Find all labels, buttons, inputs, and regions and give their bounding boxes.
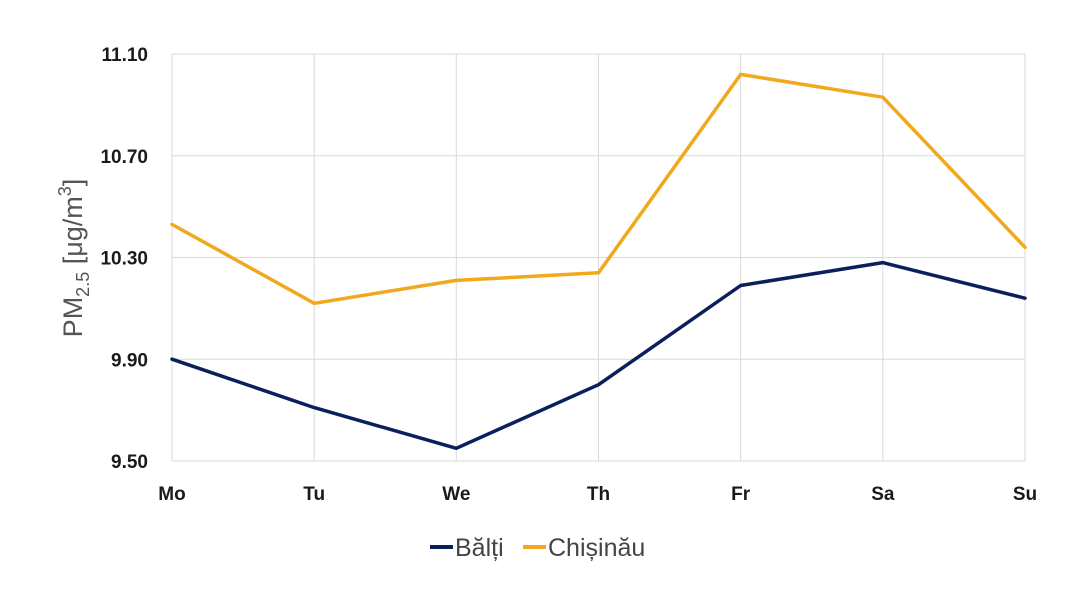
x-axis-ticks: Mo Tu We Th Fr Sa Su (158, 484, 1037, 505)
x-tick-label: Tu (303, 484, 325, 505)
x-tick-label: Fr (731, 484, 751, 505)
y-axis-label: PM2.5 [μg/m3] (55, 179, 93, 338)
y-axis-label-main: PM (58, 297, 88, 338)
x-tick-label: Mo (158, 484, 185, 505)
y-axis-label-subscript: 2.5 (73, 272, 93, 297)
x-tick-label: Su (1013, 484, 1037, 505)
x-tick-label: Sa (871, 484, 895, 505)
series-line-1 (170, 260, 1027, 451)
y-tick-label: 10.30 (100, 249, 148, 270)
series-line-2 (170, 72, 1027, 306)
y-axis-label-close: ] (58, 179, 88, 187)
y-tick-label: 9.50 (111, 452, 148, 473)
y-axis-ticks: 9.50 9.90 10.30 10.70 11.10 (100, 45, 148, 473)
legend: Bălți Chișinău (430, 534, 645, 562)
y-tick-label: 11.10 (102, 45, 149, 66)
series-lines (170, 72, 1027, 451)
y-axis-label-superscript: 3 (55, 186, 75, 196)
y-tick-label: 9.90 (111, 350, 148, 371)
y-tick-label: 10.70 (100, 147, 148, 168)
legend-label-1: Bălți (455, 534, 504, 562)
x-tick-label: We (442, 484, 470, 505)
y-axis-label-unit: [μg/m (58, 196, 88, 272)
x-tick-label: Th (587, 484, 610, 505)
legend-label-2: Chișinău (548, 534, 645, 562)
gridlines (171, 53, 1026, 462)
